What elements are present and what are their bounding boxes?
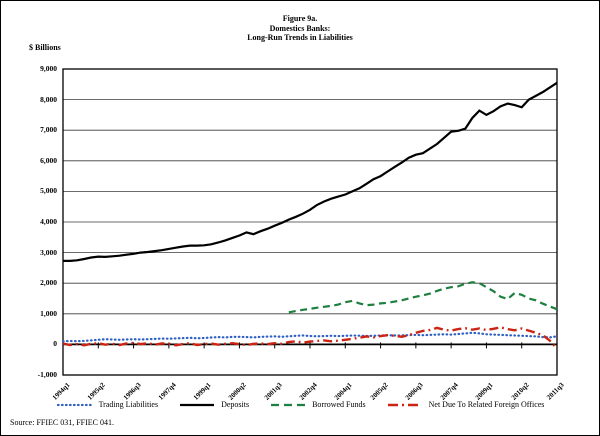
plot-border bbox=[62, 68, 558, 376]
legend-item-deposits: Deposits bbox=[178, 400, 249, 409]
y-tick-label: 7,000 bbox=[40, 125, 57, 135]
legend: Trading Liabilities Deposits Borrowed Fu… bbox=[1, 400, 599, 409]
y-tick-label: 5,000 bbox=[40, 186, 57, 196]
trading-liabilities-line bbox=[61, 331, 559, 343]
chart-title-line3: Long-Run Trends in Liabilities bbox=[247, 33, 353, 42]
legend-label: Borrowed Funds bbox=[312, 400, 366, 409]
net-due-swatch bbox=[387, 403, 422, 406]
deposits-swatch bbox=[180, 403, 215, 406]
chart-title-line1: Figure 9a. bbox=[282, 14, 318, 23]
deposits-line bbox=[63, 81, 558, 262]
y-tick-label: 8,000 bbox=[40, 94, 57, 104]
y-tick-label: 3,000 bbox=[40, 247, 57, 257]
trading-liabilities-swatch bbox=[56, 403, 93, 406]
y-tick-label: 0 bbox=[53, 339, 57, 349]
borrowed-funds-swatch bbox=[271, 403, 306, 406]
net-due-to-related-foreign-offices-line bbox=[62, 326, 558, 350]
y-axis-title: $ Billions bbox=[29, 43, 61, 52]
y-tick-label: 4,000 bbox=[40, 217, 57, 226]
chart-title-line2: Domestics Banks: bbox=[269, 23, 331, 33]
y-tick-label: 2,000 bbox=[40, 278, 57, 288]
y-tick-label: 9,000 bbox=[40, 64, 57, 73]
y-tick-label: 6,000 bbox=[40, 155, 57, 165]
y-tick-label: -1,000 bbox=[37, 370, 57, 379]
legend-item-trading-liabilities: Trading Liabilities bbox=[56, 400, 158, 409]
y-tick-label: 1,000 bbox=[40, 308, 57, 318]
borrowed-funds-line bbox=[288, 281, 558, 314]
legend-label: Trading Liabilities bbox=[98, 400, 159, 409]
source-note: Source: FFIEC 031, FFIEC 041. bbox=[10, 418, 115, 427]
legend-label: Net Due To Related Foreign Offices bbox=[428, 400, 545, 409]
legend-label: Deposits bbox=[221, 400, 250, 409]
chart-title: Figure 9a. Domestics Banks: Long-Run Tre… bbox=[1, 14, 599, 43]
legend-item-borrowed-funds: Borrowed Funds bbox=[269, 400, 366, 409]
legend-item-net-due: Net Due To Related Foreign Offices bbox=[386, 400, 545, 409]
